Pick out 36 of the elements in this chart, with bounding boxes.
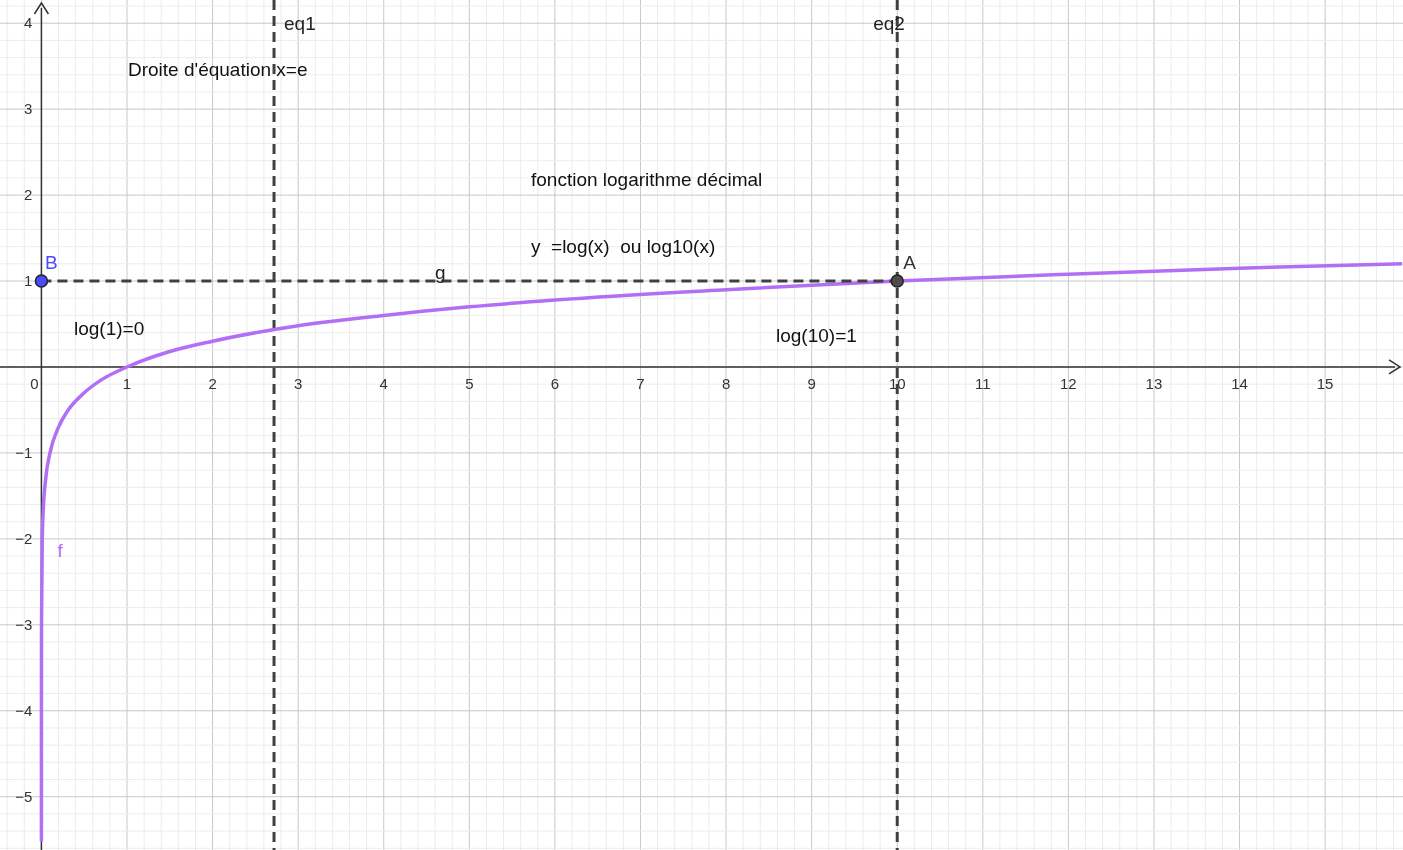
annotation: log(10)=1 bbox=[776, 325, 857, 346]
x-tick-label: 6 bbox=[550, 374, 560, 392]
y-tick-label: −2 bbox=[15, 529, 33, 547]
x-tick-label: 3 bbox=[293, 374, 303, 392]
x-tick-label: 5 bbox=[465, 374, 474, 392]
y-tick-label: −4 bbox=[15, 701, 33, 719]
series-label: B bbox=[45, 252, 58, 274]
x-tick-label: 12 bbox=[1060, 374, 1077, 392]
y-tick-label: 3 bbox=[24, 100, 33, 118]
y-tick-label: −3 bbox=[15, 615, 33, 633]
annotation: Droite d'équation x=e bbox=[128, 59, 308, 80]
x-tick-label: 13 bbox=[1145, 374, 1163, 392]
x-tick-label: 2 bbox=[208, 374, 217, 392]
x-tick-label: 14 bbox=[1231, 374, 1248, 392]
series-label: g bbox=[435, 262, 446, 284]
y-tick-label: 1 bbox=[24, 272, 33, 290]
x-tick-label: 0 bbox=[30, 374, 39, 392]
x-tick-label: 9 bbox=[807, 374, 816, 392]
annotation: fonction logarithme décimal bbox=[531, 169, 763, 190]
x-tick-label: 10 bbox=[888, 374, 906, 392]
annotation: y =log(x) ou log10(x) bbox=[531, 236, 716, 257]
series-label: A bbox=[903, 252, 917, 274]
x-tick-label: 1 bbox=[122, 374, 132, 392]
ref-line-label: eq2 bbox=[873, 13, 905, 34]
y-tick-label: 4 bbox=[24, 14, 33, 32]
ref-line-label: eq1 bbox=[284, 13, 316, 34]
y-tick-label: −5 bbox=[15, 787, 33, 805]
y-tick-label: 2 bbox=[24, 186, 33, 204]
x-tick-label: 7 bbox=[636, 374, 645, 392]
x-tick-label: 8 bbox=[721, 374, 731, 392]
x-tick-label: 11 bbox=[975, 374, 991, 392]
annotation: log(1)=0 bbox=[74, 318, 145, 339]
y-tick-label: −1 bbox=[15, 443, 33, 461]
x-tick-label: 4 bbox=[379, 374, 388, 392]
x-tick-label: 15 bbox=[1316, 374, 1334, 392]
series-label: f bbox=[57, 539, 64, 561]
